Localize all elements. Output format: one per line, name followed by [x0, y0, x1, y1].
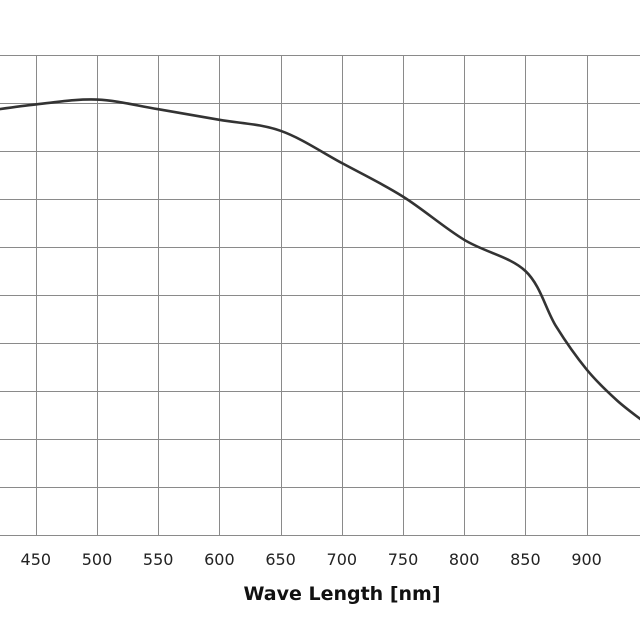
x-tick-label: 550: [143, 550, 174, 569]
x-tick-label: 450: [21, 550, 52, 569]
x-tick-labels: 4505005506006507007508008509009: [21, 550, 602, 569]
grid: [0, 55, 640, 536]
x-axis-title: Wave Length [nm]: [243, 583, 440, 605]
x-tick-label: 850: [510, 550, 541, 569]
x-tick-label: 900: [571, 550, 602, 569]
x-tick-label: 600: [204, 550, 235, 569]
x-tick-label: 650: [265, 550, 296, 569]
x-tick-label: 700: [327, 550, 358, 569]
series-layer: [0, 98, 640, 421]
x-tick-label: 750: [388, 550, 419, 569]
x-tick-label: 800: [449, 550, 480, 569]
series-line: [0, 98, 640, 421]
x-tick-label: 500: [82, 550, 113, 569]
